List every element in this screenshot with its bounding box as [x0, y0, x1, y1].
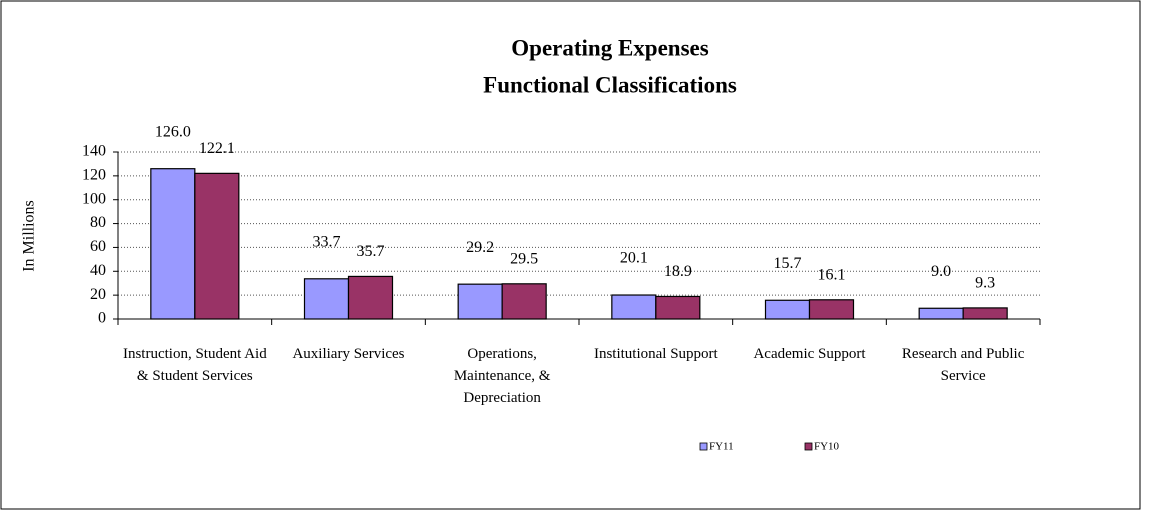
data-label: 122.1: [199, 140, 235, 157]
y-tick-label: 0: [98, 310, 106, 327]
bar: [764, 299, 811, 320]
data-label: 35.7: [357, 243, 385, 260]
x-tick-label: Operations, Maintenance, & Depreciation: [453, 346, 551, 406]
data-label: 29.2: [466, 239, 494, 256]
y-tick-label: 60: [90, 238, 106, 255]
x-tick-label: Instruction, Student Aid & Student Servi…: [122, 346, 267, 384]
x-tick-label: Institutional Support: [593, 346, 718, 362]
bar: [808, 299, 855, 320]
legend-label: FY10: [814, 441, 840, 453]
data-label: 9.0: [931, 263, 951, 280]
x-tick-label: Academic Support: [753, 346, 866, 362]
data-label: 18.9: [664, 263, 692, 280]
x-tick-label: Auxiliary Services: [292, 346, 405, 362]
y-axis-title: In Millions: [21, 200, 38, 272]
bar: [194, 172, 240, 320]
data-label: 20.1: [620, 250, 648, 267]
bar: [457, 283, 503, 320]
bar: [347, 275, 394, 320]
data-label: 126.0: [155, 123, 191, 140]
legend-swatch: [699, 442, 708, 451]
bar: [918, 307, 964, 320]
chart-title: Operating Expenses: [511, 35, 708, 60]
y-tick-label: 20: [90, 286, 106, 303]
y-tick-label: 120: [82, 167, 106, 184]
y-tick-label: 80: [90, 214, 106, 231]
legend-swatch: [804, 442, 813, 451]
data-label: 15.7: [774, 255, 802, 272]
x-tick-label: Research and Public Service: [901, 346, 1025, 384]
data-label: 33.7: [313, 233, 341, 250]
y-tick-label: 40: [90, 262, 106, 279]
bar: [303, 278, 350, 320]
data-label: 16.1: [818, 266, 846, 283]
bar: [611, 294, 657, 320]
bar: [150, 168, 196, 320]
bar: [501, 283, 547, 320]
y-tick-label: 140: [82, 143, 106, 160]
chart-subtitle: Functional Classifications: [483, 72, 737, 97]
data-label: 9.3: [975, 275, 995, 292]
y-tick-label: 100: [82, 190, 106, 207]
bar: [655, 295, 701, 320]
legend-label: FY11: [709, 441, 734, 453]
data-label: 29.5: [510, 250, 538, 267]
bar: [962, 307, 1008, 320]
